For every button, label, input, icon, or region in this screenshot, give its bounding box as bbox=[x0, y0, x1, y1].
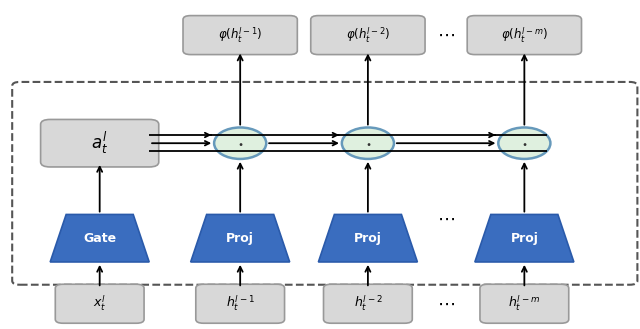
Text: $\cdots$: $\cdots$ bbox=[437, 210, 455, 228]
FancyBboxPatch shape bbox=[55, 284, 144, 323]
FancyBboxPatch shape bbox=[467, 15, 582, 55]
Text: $\varphi(h_t^{l-2})$: $\varphi(h_t^{l-2})$ bbox=[346, 25, 390, 45]
Text: $a_t^l$: $a_t^l$ bbox=[91, 130, 108, 156]
Text: $\varphi(h_t^{l-m})$: $\varphi(h_t^{l-m})$ bbox=[500, 25, 548, 45]
Text: Proj: Proj bbox=[354, 232, 382, 245]
Text: Gate: Gate bbox=[83, 232, 116, 245]
Text: $h_t^{l-1}$: $h_t^{l-1}$ bbox=[226, 294, 255, 314]
Ellipse shape bbox=[214, 127, 266, 159]
Text: Proj: Proj bbox=[226, 232, 254, 245]
Text: $\cdots$: $\cdots$ bbox=[437, 295, 455, 313]
FancyBboxPatch shape bbox=[40, 119, 159, 167]
Text: $x_t^l$: $x_t^l$ bbox=[93, 294, 106, 314]
FancyBboxPatch shape bbox=[183, 15, 298, 55]
Polygon shape bbox=[319, 215, 417, 262]
Polygon shape bbox=[191, 215, 290, 262]
Polygon shape bbox=[50, 215, 149, 262]
Ellipse shape bbox=[342, 127, 394, 159]
Text: $\bullet$: $\bullet$ bbox=[521, 138, 527, 148]
FancyBboxPatch shape bbox=[196, 284, 285, 323]
Text: $\cdots$: $\cdots$ bbox=[437, 26, 455, 44]
FancyBboxPatch shape bbox=[480, 284, 569, 323]
FancyBboxPatch shape bbox=[323, 284, 412, 323]
Text: $h_t^{l-2}$: $h_t^{l-2}$ bbox=[353, 294, 382, 314]
Text: $\bullet$: $\bullet$ bbox=[365, 138, 371, 148]
Polygon shape bbox=[475, 215, 574, 262]
FancyBboxPatch shape bbox=[311, 15, 425, 55]
Text: Proj: Proj bbox=[511, 232, 538, 245]
Ellipse shape bbox=[499, 127, 550, 159]
Text: $\varphi(h_t^{l-1})$: $\varphi(h_t^{l-1})$ bbox=[218, 25, 262, 45]
Text: $\bullet$: $\bullet$ bbox=[237, 138, 243, 148]
Text: $h_t^{l-m}$: $h_t^{l-m}$ bbox=[508, 294, 540, 314]
